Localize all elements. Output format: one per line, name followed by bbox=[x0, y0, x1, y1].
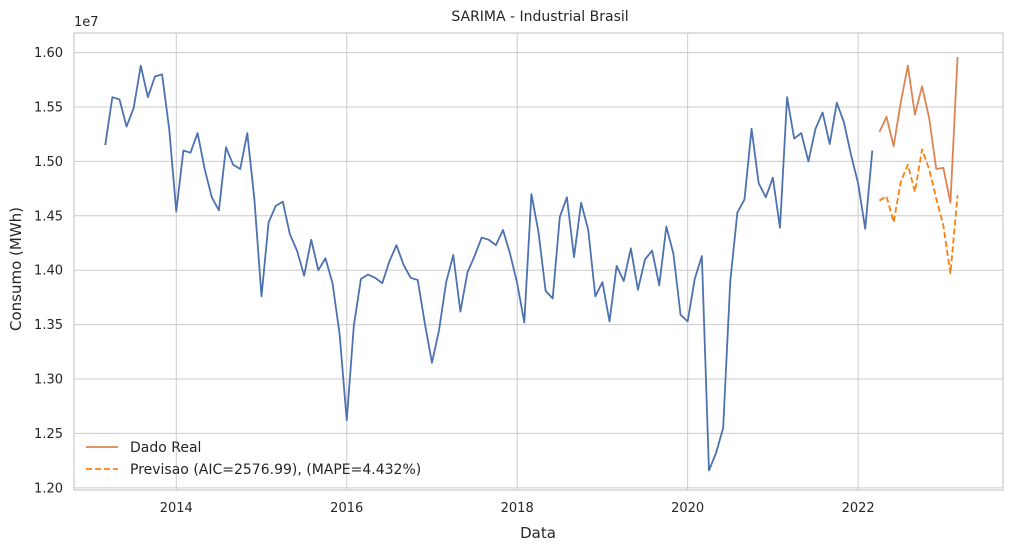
y-tick-label: 1.60 bbox=[34, 46, 63, 61]
y-tick-label: 1.35 bbox=[34, 318, 63, 333]
y-tick-label: 1.40 bbox=[34, 264, 63, 279]
plot-frame bbox=[73, 32, 1004, 491]
legend-label-forecast: Previsao (AIC=2576.99), (MAPE=4.432%) bbox=[130, 462, 421, 478]
series-line-real bbox=[878, 56, 959, 204]
y-tick-label: 1.25 bbox=[34, 427, 63, 442]
y-tick-label: 1.50 bbox=[34, 155, 63, 170]
legend: Dado Real Previsao (AIC=2576.99), (MAPE=… bbox=[86, 440, 421, 478]
y-tick-label: 1.20 bbox=[34, 481, 63, 496]
x-axis-label: Data bbox=[520, 524, 556, 542]
y-tick-label: 1.55 bbox=[34, 100, 63, 115]
chart-title: SARIMA - Industrial Brasil bbox=[451, 9, 628, 25]
y-axis-label: Consumo (MWh) bbox=[7, 207, 25, 331]
y-tick-label: 1.30 bbox=[34, 373, 63, 388]
x-tick-label: 2014 bbox=[160, 501, 193, 516]
x-tick-label: 2016 bbox=[330, 501, 363, 516]
series-line-train bbox=[104, 64, 874, 472]
x-tick-label: 2018 bbox=[501, 501, 534, 516]
grid-layer bbox=[74, 33, 1003, 490]
series-layer bbox=[104, 56, 959, 472]
x-tick-label: 2020 bbox=[671, 501, 704, 516]
series-line-forecast bbox=[878, 148, 959, 275]
y-offset-label: 1e7 bbox=[74, 15, 99, 30]
y-tick-label: 1.45 bbox=[34, 209, 63, 224]
legend-label-real: Dado Real bbox=[130, 440, 201, 456]
tick-layer: 2014 2016 2018 2020 2022 1.20 1.25 1.30 1.35 1.40… bbox=[34, 46, 875, 516]
x-tick-label: 2022 bbox=[842, 501, 875, 516]
